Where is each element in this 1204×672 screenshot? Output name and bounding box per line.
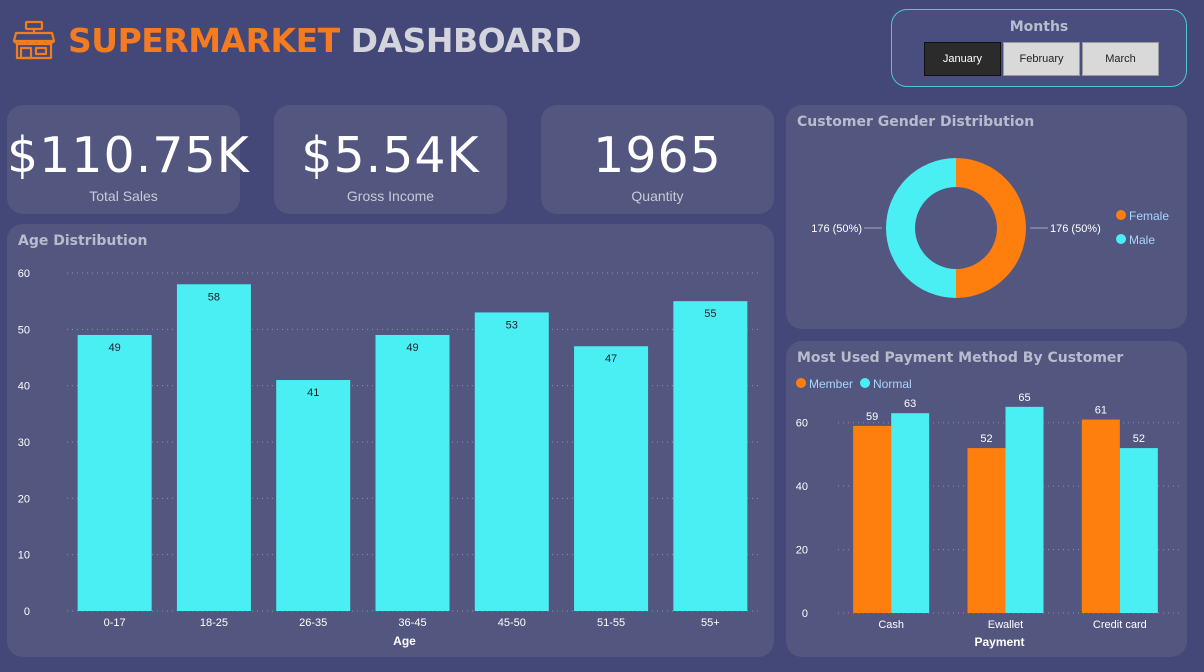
page-title: SUPERMARKET DASHBOARD [68, 20, 582, 60]
kpi-label-gross-income: Gross Income [346, 188, 435, 204]
bar [574, 346, 649, 611]
data-label: 61 [1095, 405, 1107, 417]
data-label-male: 176 (50%) [811, 223, 862, 235]
legend-marker-member [796, 378, 806, 388]
bar [276, 380, 351, 611]
kpi-card-total-sales: $110.75K Total Sales [7, 105, 250, 214]
page-title-part2: DASHBOARD [350, 20, 582, 60]
data-label: 63 [904, 398, 916, 410]
page-title-part1: SUPERMARKET [68, 20, 340, 60]
data-label: 52 [980, 433, 992, 445]
data-label: 47 [605, 353, 617, 365]
legend-label-female: Female [1129, 209, 1169, 223]
legend-label-normal: Normal [873, 377, 912, 391]
data-label: 49 [109, 342, 121, 354]
months-slicer-title: Months [1009, 19, 1069, 35]
y-tick-label: 0 [802, 608, 808, 620]
bar-member [1081, 419, 1120, 613]
months-button-group: January February March [924, 42, 1159, 76]
donut-slice-female [956, 158, 1026, 298]
kpi-value-total-sales: $110.75K [7, 127, 250, 184]
bar-member [967, 448, 1006, 613]
x-axis-title: Payment [974, 635, 1024, 649]
data-label: 55 [704, 308, 716, 320]
data-label: 41 [307, 387, 319, 399]
bar [474, 312, 549, 611]
bar-member [853, 425, 892, 613]
donut-slice-male [886, 158, 956, 298]
kpi-label-total-sales: Total Sales [89, 188, 158, 204]
bar [375, 334, 450, 611]
age-distribution-panel: Age Distribution 0 10 20 30 40 50 60 49 0-17 58 18… [7, 224, 774, 657]
age-distribution-title: Age Distribution [18, 233, 148, 249]
x-tick-label: 26-35 [299, 617, 327, 629]
month-button-february[interactable]: February [1003, 42, 1080, 76]
x-tick-label: Credit card [1093, 619, 1147, 631]
gender-distribution-panel: Customer Gender Distribution 176 (50%) 17… [786, 105, 1187, 329]
bar-normal [1005, 406, 1044, 613]
kpi-card-quantity: 1965 Quantity [541, 105, 774, 214]
y-tick-label: 20 [796, 545, 808, 557]
y-tick-label: 50 [18, 324, 30, 336]
data-label: 52 [1133, 433, 1145, 445]
age-distribution-chart: 0 10 20 30 40 50 60 49 0-17 58 18-25 41 26-35 49 36-45… [18, 268, 762, 648]
payment-method-title: Most Used Payment Method By Customer [797, 350, 1124, 366]
data-label: 59 [866, 411, 878, 423]
legend-marker-normal [860, 378, 870, 388]
y-tick-label: 40 [18, 381, 30, 393]
kpi-card-gross-income: $5.54K Gross Income [274, 105, 507, 214]
bar [77, 334, 152, 611]
data-label: 53 [506, 319, 518, 331]
y-tick-label: 40 [796, 481, 808, 493]
x-tick-label: 51-55 [597, 617, 625, 629]
legend-marker-female [1116, 210, 1126, 220]
x-tick-label: Cash [878, 619, 904, 631]
legend-label-member: Member [809, 377, 853, 391]
months-slicer: Months January February March [891, 9, 1187, 87]
x-tick-label: 36-45 [398, 617, 426, 629]
month-button-january[interactable]: January [924, 42, 1001, 76]
kpi-label-quantity: Quantity [631, 188, 684, 204]
bar-normal [1119, 448, 1158, 613]
y-tick-label: 0 [24, 606, 30, 618]
x-axis-title: Age [393, 634, 416, 648]
y-tick-label: 60 [18, 268, 30, 280]
data-label: 49 [406, 342, 418, 354]
x-tick-label: 18-25 [200, 617, 228, 629]
y-tick-label: 60 [796, 418, 808, 430]
y-tick-label: 30 [18, 437, 30, 449]
gender-distribution-title: Customer Gender Distribution [797, 114, 1035, 130]
legend-marker-male [1116, 234, 1126, 244]
bar-normal [891, 413, 930, 613]
x-tick-label: 55+ [701, 617, 720, 629]
data-label-female: 176 (50%) [1050, 223, 1101, 235]
month-button-march[interactable]: March [1082, 42, 1159, 76]
y-tick-label: 20 [18, 493, 30, 505]
gender-distribution-chart: 176 (50%) 176 (50%) Female Male [811, 158, 1169, 298]
payment-method-panel: Most Used Payment Method By Customer 0 20… [786, 341, 1187, 657]
y-tick-label: 10 [18, 550, 30, 562]
data-label: 65 [1018, 392, 1030, 404]
dashboard-header: SUPERMARKET DASHBOARD [12, 14, 582, 66]
legend-label-male: Male [1129, 233, 1155, 247]
data-label: 58 [208, 291, 220, 303]
kpi-value-gross-income: $5.54K [301, 127, 480, 184]
x-tick-label: Ewallet [988, 619, 1023, 631]
kpi-value-quantity: 1965 [593, 127, 722, 184]
x-tick-label: 45-50 [498, 617, 526, 629]
x-tick-label: 0-17 [104, 617, 126, 629]
bar [673, 301, 748, 611]
bar [176, 284, 251, 611]
store-icon [12, 20, 56, 60]
payment-method-chart: 0 20 40 60 Member Normal 59 63 Cash 52 65 Ewallet 61… [796, 377, 1181, 649]
